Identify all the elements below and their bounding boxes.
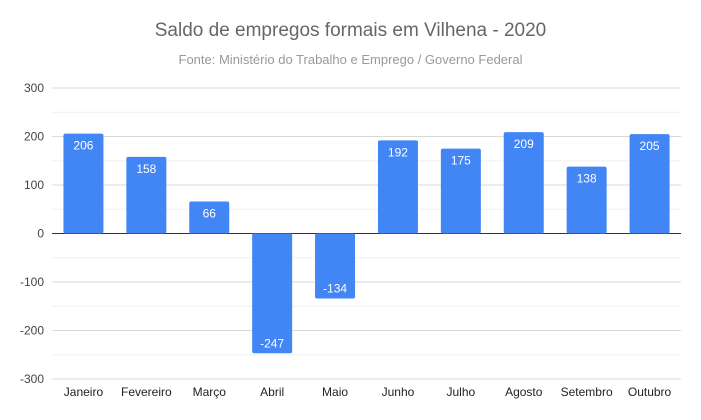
bar [126, 156, 167, 234]
y-tick-label: 300 [24, 81, 44, 95]
data-label: 175 [451, 154, 471, 168]
y-tick-label: 0 [37, 227, 44, 241]
y-tick-label: 100 [24, 178, 44, 192]
data-label: 206 [73, 139, 93, 153]
bar [566, 166, 607, 234]
bar [189, 201, 230, 234]
data-label: -134 [323, 281, 347, 295]
y-tick-label: 200 [24, 130, 44, 144]
bar [629, 134, 670, 234]
data-label: 205 [640, 139, 660, 153]
x-category-label: Abril [260, 385, 284, 399]
x-category-label: Setembro [561, 385, 613, 399]
bar [63, 133, 104, 234]
bar [315, 233, 356, 299]
data-label: 192 [388, 145, 408, 159]
y-tick-label: -300 [20, 372, 44, 386]
x-category-label: Junho [382, 385, 415, 399]
x-category-label: Março [193, 385, 227, 399]
x-category-label: Outubro [628, 385, 672, 399]
data-label: 138 [577, 172, 597, 186]
x-category-label: Maio [322, 385, 348, 399]
data-label: -247 [260, 336, 284, 350]
data-label: 66 [203, 206, 217, 220]
bar [377, 140, 418, 234]
bar [503, 132, 544, 234]
chart-subtitle: Fonte: Ministério do Trabalho e Emprego … [178, 52, 523, 67]
y-tick-label: -100 [20, 275, 44, 289]
y-tick-label: -200 [20, 324, 44, 338]
bar [440, 148, 481, 234]
x-category-label: Julho [447, 385, 476, 399]
chart-title: Saldo de empregos formais em Vilhena - 2… [154, 20, 547, 41]
data-label: 158 [136, 162, 156, 176]
x-category-label: Agosto [505, 385, 543, 399]
x-category-label: Janeiro [64, 385, 104, 399]
data-label: 209 [514, 137, 534, 151]
bar [252, 233, 293, 354]
x-category-label: Fevereiro [121, 385, 172, 399]
